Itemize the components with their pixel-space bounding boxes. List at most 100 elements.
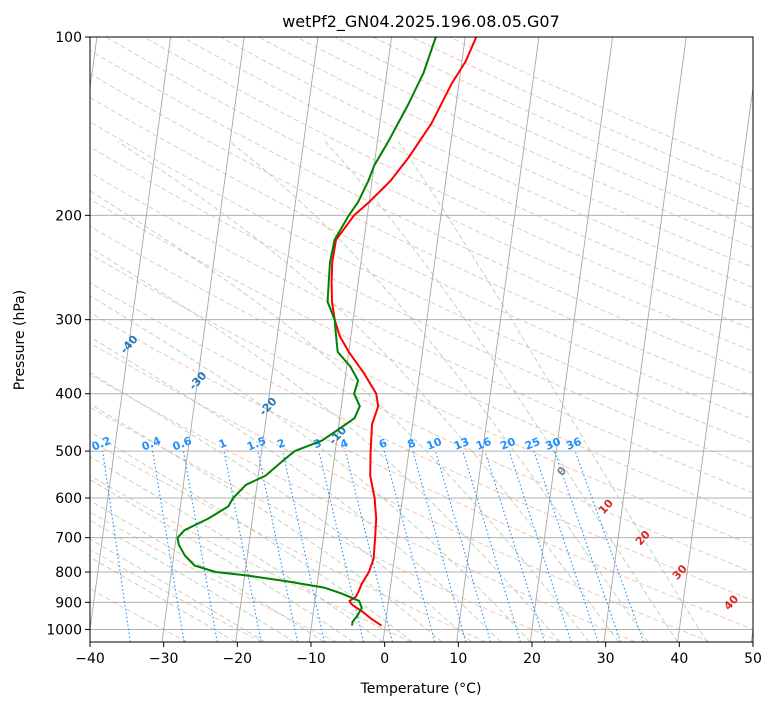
mixing-ratio-line [462, 450, 521, 642]
x-tick-label: 30 [597, 651, 615, 667]
x-tick-label: −20 [223, 651, 253, 667]
mixing-ratio-line [257, 450, 299, 642]
dry-adiabat-line [90, 198, 753, 520]
isotherm-line [677, 84, 753, 642]
mixing-ratio-line [574, 450, 644, 642]
mixing-ratio-label: 13 [452, 435, 471, 453]
y-tick-label: 300 [55, 313, 82, 329]
isotherm-label: -60 [0, 251, 5, 275]
temperature-profile-line [330, 37, 478, 627]
dry-adiabat-line [410, 37, 753, 191]
moist-adiabat-line [90, 499, 325, 642]
y-axis: 100 200 300 400 500 600 700 800 900 1000 [46, 30, 90, 638]
dry-adiabat-line [90, 475, 412, 642]
wet-adiabat-label: 30 [670, 562, 690, 582]
isotherm-label: -20 [257, 395, 280, 419]
dry-adiabat-line [90, 282, 753, 602]
wet-adiabat-label: 20 [633, 528, 653, 548]
x-tick-label: 50 [744, 651, 762, 667]
dry-adiabat-line [372, 37, 753, 210]
isotherm-label: -40 [118, 333, 141, 357]
dry-adiabat-line [90, 72, 753, 397]
moist-adiabat-line [229, 140, 649, 642]
dry-adiabat-line [90, 311, 753, 630]
moist-adiabat-line [90, 478, 354, 642]
mixing-ratio-line [508, 450, 572, 642]
mixing-ratio-label: 1 [217, 436, 229, 451]
mixing-ratio-label: 30 [544, 435, 563, 453]
mixing-ratio-line [182, 451, 218, 642]
y-tick-label: 1000 [46, 622, 82, 638]
mixing-ratio-label: 10 [425, 435, 444, 453]
dry-adiabat-line [296, 37, 753, 248]
y-tick-label: 800 [55, 565, 82, 581]
dry-adiabat-line [90, 549, 263, 642]
moist-adiabat-line [90, 456, 384, 642]
isotherm-line [603, 37, 687, 642]
dry-adiabat-line [90, 253, 753, 573]
moist-adiabat-line [90, 190, 590, 642]
wet-adiabat-label: 10 [596, 496, 616, 516]
moist-adiabat-line [90, 372, 472, 642]
isotherm-line [235, 37, 319, 642]
mixing-ratio-label: 6 [377, 436, 389, 451]
y-tick-label: 200 [55, 208, 82, 224]
mixing-ratio-line [102, 451, 131, 642]
mixing-ratio-line [553, 450, 622, 642]
isotherm-line [90, 37, 172, 633]
mixing-ratio-line [412, 450, 467, 642]
moist-adiabat-line [90, 246, 561, 642]
dry-adiabat-line [181, 37, 753, 309]
dry-adiabat-line [90, 172, 753, 494]
dry-adiabat-line [143, 37, 753, 331]
dry-adiabat-line [90, 121, 753, 444]
x-axis: −40 −30 −20 −10 0 10 20 30 40 50 [75, 642, 762, 667]
moist-adiabat-line [397, 141, 708, 642]
mixing-ratio-line [223, 450, 262, 642]
moist-adiabat-line [90, 403, 443, 642]
wet-adiabat-label: 0 [554, 464, 569, 479]
dry-adiabat-line [90, 146, 753, 469]
dry-adiabat-line [90, 49, 753, 374]
y-tick-label: 900 [55, 595, 82, 611]
x-tick-label: −30 [149, 651, 179, 667]
moist-adiabat-line [90, 336, 502, 642]
dry-adiabat-line [105, 37, 753, 352]
mixing-ratio-label: 3 [312, 436, 324, 451]
mixing-ratio-line [318, 450, 365, 642]
x-tick-label: 20 [523, 651, 541, 667]
dry-adiabat-line [90, 342, 711, 642]
moist-adiabat-line [90, 538, 266, 642]
mixing-ratio-line [484, 450, 546, 642]
mixing-ratio-label: 16 [474, 435, 493, 453]
mixing-ratio-line [344, 450, 394, 642]
x-axis-label: Temperature (°C) [360, 681, 482, 697]
dry-adiabat-line [90, 374, 636, 642]
mixing-ratio-label: 36 [564, 435, 583, 453]
mixing-ratio-label: 2 [275, 436, 287, 451]
dry-adiabat-line [90, 406, 561, 642]
x-tick-label: 0 [380, 651, 389, 667]
x-tick-label: 40 [670, 651, 688, 667]
mixing-ratio-line [152, 451, 185, 642]
chart-title: wetPf2_GN04.2025.196.08.05.G07 [282, 12, 560, 32]
y-tick-label: 400 [55, 387, 82, 403]
y-tick-label: 100 [55, 30, 82, 46]
x-tick-label: 10 [449, 651, 467, 667]
mixing-ratio-line [533, 450, 599, 642]
moist-adiabat-line [324, 140, 679, 642]
isotherm-line [456, 37, 540, 642]
isotherm-line [382, 37, 466, 642]
y-tick-label: 600 [55, 491, 82, 507]
mixing-ratio-line [434, 450, 492, 642]
isotherm-line [750, 626, 753, 642]
plot-frame [89, 36, 754, 643]
dry-adiabat-line [90, 225, 753, 546]
dry-adiabat-line [334, 37, 753, 229]
dry-adiabat-line [90, 440, 487, 642]
dry-adiabat-line [90, 96, 753, 420]
x-tick-label: −10 [296, 651, 326, 667]
background-lines [90, 37, 753, 642]
isotherm-line [529, 37, 614, 642]
